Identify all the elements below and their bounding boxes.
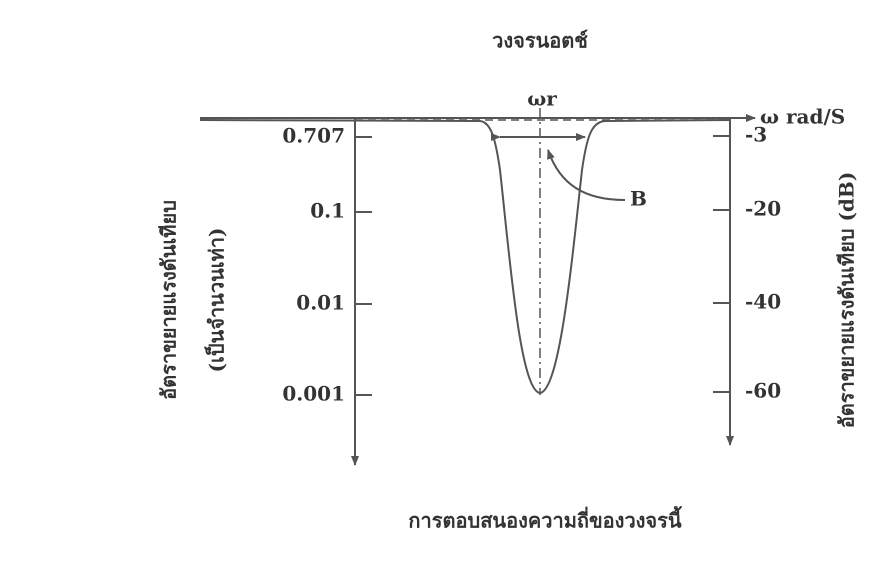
right-tick-label: -40: [745, 290, 781, 314]
left-axis-label: (เป็นจำนวนเท่า): [204, 228, 229, 373]
left-axis-label: อัตราขยายแรงดันเทียบ: [157, 200, 181, 400]
pointer: [548, 150, 625, 200]
x-axis-label: การตอบสนองความถี่ของวงจรนี้: [408, 506, 682, 533]
right-axis-label: อัตราขยายแรงดันเทียบ (dB): [835, 172, 859, 429]
right-tick-label: -3: [745, 123, 767, 147]
annotation: B: [630, 187, 647, 211]
center-frequency-label: ωr: [527, 87, 557, 111]
left-tick-label: 0.01: [296, 291, 345, 315]
diagram: วงจรนอตช์ ω rad/S ωr การตอบสนองความถี่ขอ…: [0, 0, 889, 562]
x-axis-end-label: ω rad/S: [760, 105, 845, 129]
title: วงจรนอตช์: [492, 29, 588, 53]
right-tick-label: -60: [745, 379, 781, 403]
response-curve: [200, 120, 730, 393]
left-tick-label: 0.707: [282, 124, 345, 148]
right-tick-label: -20: [745, 197, 781, 221]
left-tick-label: 0.001: [282, 382, 345, 406]
left-tick-label: 0.1: [310, 199, 345, 223]
